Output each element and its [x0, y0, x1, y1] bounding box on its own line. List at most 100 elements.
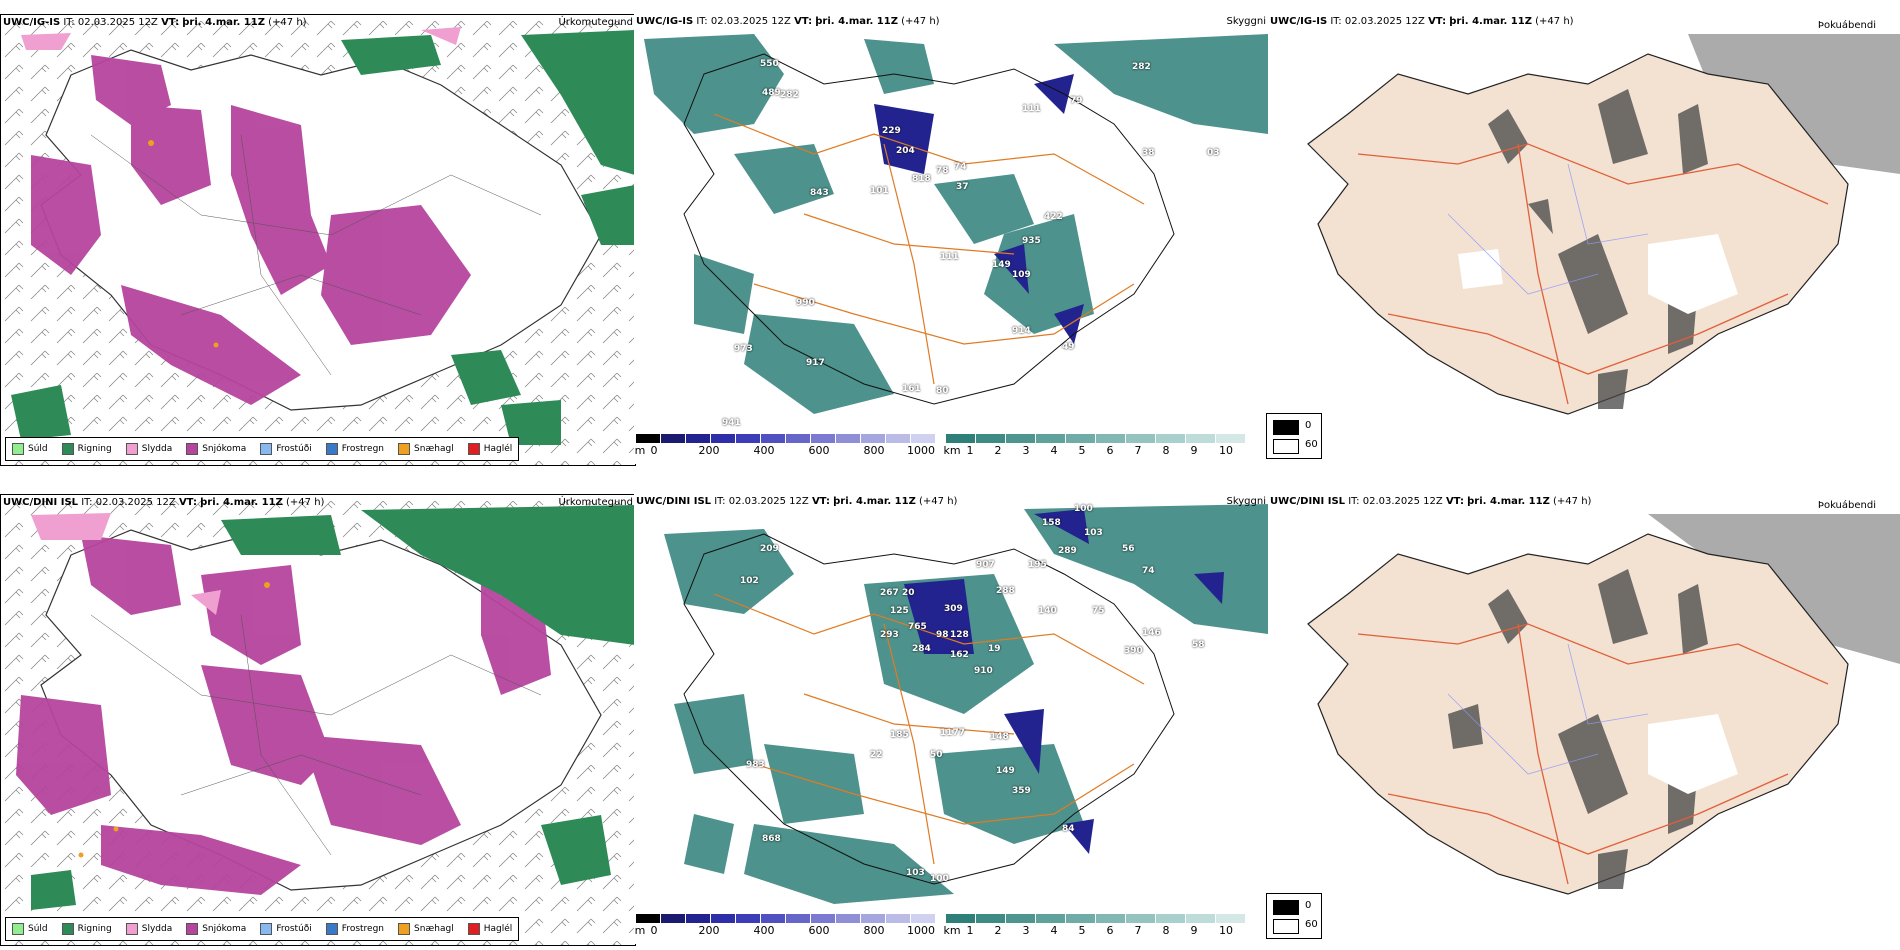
colorbar-cell: [661, 914, 686, 923]
cloud-label: 149: [996, 766, 1015, 776]
cloud-label: 158: [1042, 518, 1061, 528]
tick-label: 4: [1050, 924, 1058, 937]
legend-item: Frostúði: [260, 923, 312, 935]
colorbar-cell: [861, 914, 886, 923]
swatch: [398, 923, 411, 935]
tick-label: 2: [994, 444, 1002, 457]
fog-legend-row2: 0 60: [1266, 893, 1322, 939]
cloud-label: 128: [950, 630, 969, 640]
colorbar-cell: [976, 434, 1006, 443]
colorbar-cell: [661, 434, 686, 443]
tick-label: 8: [1162, 444, 1170, 457]
legend-item: Haglél: [467, 923, 512, 935]
unit-label: m: [634, 444, 646, 457]
visibility-panel-row2: 209 102 100 158 289 103 56 195 907 74 26…: [634, 494, 1268, 944]
colorbar-cell: [761, 434, 786, 443]
swatch: [61, 923, 74, 935]
road-network: [90, 614, 542, 856]
tick-label: 9: [1190, 924, 1198, 937]
cloud-label: 03: [1207, 148, 1220, 158]
swatch: [12, 923, 24, 935]
colorbar-cell: [911, 434, 936, 443]
colorbar-cell: [861, 434, 886, 443]
swatch: [467, 443, 480, 455]
colorbar-cell: [736, 914, 761, 923]
colorbar-cell: [686, 434, 711, 443]
fog-legend-row1: 0 60: [1266, 413, 1322, 459]
cloud-label: 19: [988, 644, 1001, 654]
fog-panel-row2: UWC/DINI ISL IT: 02.03.2025 12Z VT: þri.…: [1268, 494, 1900, 944]
colorbar-cell: [1066, 434, 1096, 443]
cloud-label: 359: [1012, 786, 1031, 796]
cloud-label: 282: [780, 90, 799, 100]
visibility-colorbar: [946, 914, 1246, 923]
swatch: [325, 923, 338, 935]
tick-label: 0: [650, 924, 658, 937]
cloud-label: 990: [796, 298, 815, 308]
cloud-label: 101: [870, 186, 889, 196]
visibility-colorbar: [946, 434, 1246, 443]
cloud-label: 550: [760, 59, 779, 69]
fog-swatch: [1273, 919, 1299, 934]
fog-value: 60: [1305, 919, 1318, 930]
cloud-label: 289: [1058, 546, 1077, 556]
swatch: [12, 443, 24, 455]
tick-label: 400: [753, 444, 775, 457]
tick-label: 800: [863, 444, 885, 457]
cloud-label: 161: [902, 384, 921, 394]
cloud-label: 1177: [940, 728, 966, 738]
colorbar-cell: [686, 914, 711, 923]
visibility-ticks: km 1 2 3 4 5 6 7 8 9 10: [943, 924, 1246, 938]
swatch: [186, 443, 199, 455]
cloud-label: 489: [762, 88, 781, 98]
colorbar-cell: [836, 914, 861, 923]
cloud-label: 74: [954, 162, 967, 172]
colorbar-cell: [976, 914, 1006, 923]
road-network: [1357, 623, 1829, 885]
panel-title: Þokuábendi: [1817, 20, 1876, 31]
swatch: [61, 443, 74, 455]
tick-label: 1: [966, 924, 974, 937]
cloud-label: 102: [740, 576, 759, 586]
cloud-label: 267: [880, 588, 899, 598]
colorbar-cell: [711, 914, 736, 923]
colorbar-cell: [636, 434, 661, 443]
cloud-label: 20: [902, 588, 915, 598]
precip-map-row2: [1, 495, 635, 945]
panel-title: Skyggni: [1226, 496, 1266, 507]
tick-label: 8: [1162, 924, 1170, 937]
fog-value: 60: [1305, 439, 1318, 450]
colorbar-cell: [946, 434, 976, 443]
legend-item: Frostregn: [325, 923, 384, 935]
colorbar-cell: [1126, 914, 1156, 923]
legend-item: Haglél: [467, 443, 512, 455]
colorbar-cell: [886, 914, 911, 923]
tick-label: 7: [1134, 444, 1142, 457]
tick-label: 10: [1219, 924, 1233, 937]
swatch: [260, 923, 273, 935]
swatch: [325, 443, 338, 455]
colorbar-cell: [1186, 434, 1216, 443]
fog-map-row2: [1307, 514, 1900, 895]
cloud-label: 100: [1074, 504, 1093, 514]
fog-value: 0: [1305, 900, 1312, 911]
precip-type-legend: Súld Rigning Slydda Snjókoma Frostúði Fr…: [5, 437, 520, 461]
tick-label: 5: [1078, 444, 1086, 457]
cloud-label: 38: [1142, 148, 1155, 158]
tick-label: 1000: [907, 444, 935, 457]
colorbar-cell: [811, 434, 836, 443]
colorbar-cell: [1006, 914, 1036, 923]
legend-item: Rigning: [61, 443, 112, 455]
cloud-label: 162: [950, 650, 969, 660]
swatch: [467, 923, 480, 935]
cloud-label: 146: [1142, 628, 1161, 638]
iceland-outline: [683, 53, 1175, 405]
legend-item: Snæhagl: [398, 923, 454, 935]
cloud-label: 935: [1022, 236, 1041, 246]
colorbar-cell: [786, 914, 811, 923]
cloud-label: 100: [930, 874, 949, 884]
cloud-label: 818: [912, 174, 931, 184]
terrain-colorbar: [636, 914, 936, 923]
cloud-label: 74: [1142, 566, 1155, 576]
tick-label: 5: [1078, 924, 1086, 937]
